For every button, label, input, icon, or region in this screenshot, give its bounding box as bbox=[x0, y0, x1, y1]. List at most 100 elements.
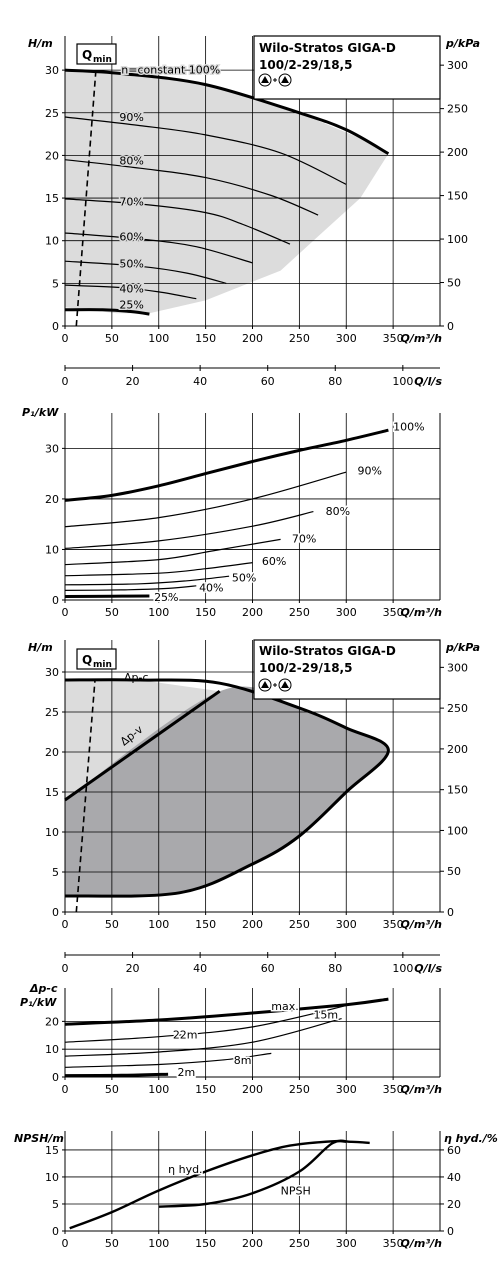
y-tick-label: 20 bbox=[45, 493, 59, 506]
y-tick-label: 10 bbox=[45, 826, 59, 839]
curve-label: 22m bbox=[173, 1029, 198, 1042]
curve-label: 50% bbox=[232, 571, 256, 584]
y-axis-label: H/m bbox=[28, 641, 53, 654]
qmin-sub: min bbox=[93, 55, 112, 65]
y2-tick-label: 20 bbox=[447, 1198, 461, 1211]
y-axis-label-1: Δp-c bbox=[29, 982, 58, 995]
x-tick-label: 300 bbox=[336, 1083, 357, 1096]
x-tick-label: 350 bbox=[383, 918, 404, 931]
y-tick-label: 20 bbox=[45, 149, 59, 162]
y-tick-label: 15 bbox=[45, 192, 59, 205]
curve-label: 70% bbox=[292, 532, 316, 545]
y-tick-label: 5 bbox=[52, 866, 59, 879]
y2-tick-label: 60 bbox=[447, 1144, 461, 1157]
dpc-power-curve-max- bbox=[64, 997, 389, 1026]
y2-tick-label: 100 bbox=[447, 824, 468, 837]
x-tick-label: 250 bbox=[289, 1237, 310, 1250]
x-tick-label: 50 bbox=[105, 332, 119, 345]
power-curve-80- bbox=[64, 511, 314, 549]
pump-triangle-icon bbox=[261, 681, 269, 688]
y-tick-label: 15 bbox=[45, 786, 59, 799]
curve-label: 25% bbox=[119, 299, 143, 312]
curve-efficiency bbox=[69, 1139, 347, 1230]
qmin-label: Q bbox=[82, 653, 92, 667]
x-axis-label: Q/m³/h bbox=[401, 918, 443, 931]
x-tick-label: 150 bbox=[195, 1237, 216, 1250]
x-tick-label: 0 bbox=[62, 1083, 69, 1096]
curve-label: η hyd. bbox=[168, 1163, 202, 1176]
qls-tick-label: 0 bbox=[62, 375, 69, 388]
hq2-panel: 0 50 100 150 200 250 300 350Q/m³/h0510152025300… bbox=[28, 639, 480, 931]
qmin-box bbox=[76, 43, 117, 65]
y2-axis-label: η hyd./% bbox=[444, 1132, 498, 1145]
x-tick-label: 200 bbox=[242, 1237, 263, 1250]
qls-tick-label: 40 bbox=[193, 962, 207, 975]
x-tick-label: 200 bbox=[242, 1083, 263, 1096]
y-tick-label: 15 bbox=[45, 1144, 59, 1157]
y2-tick-label: 40 bbox=[447, 1171, 461, 1184]
curve-label: 90% bbox=[358, 465, 382, 478]
y2-tick-label: 250 bbox=[447, 702, 468, 715]
y2-tick-label: 150 bbox=[447, 784, 468, 797]
power-curve-50- bbox=[64, 575, 230, 586]
y-tick-label: 5 bbox=[52, 1198, 59, 1211]
x-tick-label: 50 bbox=[105, 606, 119, 619]
x-tick-label: 50 bbox=[105, 1237, 119, 1250]
y-axis-label: NPSH/m bbox=[14, 1132, 64, 1145]
x-axis-label: Q/m³/h bbox=[401, 1237, 443, 1250]
curve-label: 60% bbox=[119, 230, 143, 243]
qls-axis-label: Q/l/s bbox=[414, 375, 442, 388]
hq2-region-group bbox=[65, 680, 389, 897]
curve-70- bbox=[64, 198, 291, 245]
curve-label: 40% bbox=[119, 282, 143, 295]
curve-60- bbox=[64, 232, 253, 264]
x-axis-label: Q/m³/h bbox=[401, 1083, 443, 1096]
control-envelope bbox=[64, 678, 390, 898]
x-tick-label: 150 bbox=[195, 1083, 216, 1096]
curve-n-constant-100- bbox=[64, 68, 390, 156]
x-tick-label: 300 bbox=[336, 606, 357, 619]
x-tick-label: 100 bbox=[148, 1237, 169, 1250]
qmin-box bbox=[76, 648, 117, 670]
x-tick-label: 300 bbox=[336, 1237, 357, 1250]
x-tick-label: 350 bbox=[383, 1237, 404, 1250]
x-tick-label: 50 bbox=[105, 1083, 119, 1096]
power-curve-90- bbox=[64, 471, 347, 528]
power-curve-70- bbox=[64, 538, 281, 566]
power-curve-25- bbox=[64, 594, 150, 598]
qls-tick-label: 80 bbox=[328, 375, 342, 388]
qls-tick-label: 60 bbox=[261, 375, 275, 388]
y-tick-label: 20 bbox=[45, 746, 59, 759]
dpv-region bbox=[65, 686, 389, 897]
title-line-2: 100/2-29/18,5 bbox=[259, 661, 352, 675]
power-curve-100- bbox=[64, 428, 389, 502]
y2-tick-label: 0 bbox=[447, 906, 454, 919]
x-tick-label: 100 bbox=[148, 918, 169, 931]
qls-tick-label: 20 bbox=[126, 375, 140, 388]
x-tick-label: 300 bbox=[336, 332, 357, 345]
title-box bbox=[253, 35, 441, 100]
x-tick-label: 200 bbox=[242, 918, 263, 931]
title-line-1: Wilo-Stratos GIGA-D bbox=[259, 644, 396, 658]
pump-symbols bbox=[258, 678, 292, 692]
curve-label: n=constant 100% bbox=[121, 63, 220, 76]
plus-icon bbox=[273, 683, 277, 687]
y2-tick-label: 50 bbox=[447, 865, 461, 878]
y-tick-label: 0 bbox=[52, 320, 59, 333]
curve-label: 50% bbox=[119, 258, 143, 271]
power-curve-40- bbox=[64, 585, 197, 591]
x-tick-label: 350 bbox=[383, 606, 404, 619]
x-tick-label: 0 bbox=[62, 606, 69, 619]
hq1-panel: 0 50 100 150 200 250 300 350Q/m³/h0510152025300… bbox=[28, 35, 480, 345]
qls2-axis: 0 20 40 60 80 100 Q/l/s bbox=[62, 952, 442, 975]
y2-tick-label: 300 bbox=[447, 661, 468, 674]
pump-symbols bbox=[258, 73, 292, 87]
qmin-sub: min bbox=[93, 660, 112, 670]
curve-label: 2m bbox=[178, 1066, 196, 1079]
curve-label: 80% bbox=[119, 155, 143, 168]
qls-tick-label: 80 bbox=[328, 962, 342, 975]
y2-tick-label: 150 bbox=[447, 190, 468, 203]
operating-region bbox=[65, 70, 389, 314]
